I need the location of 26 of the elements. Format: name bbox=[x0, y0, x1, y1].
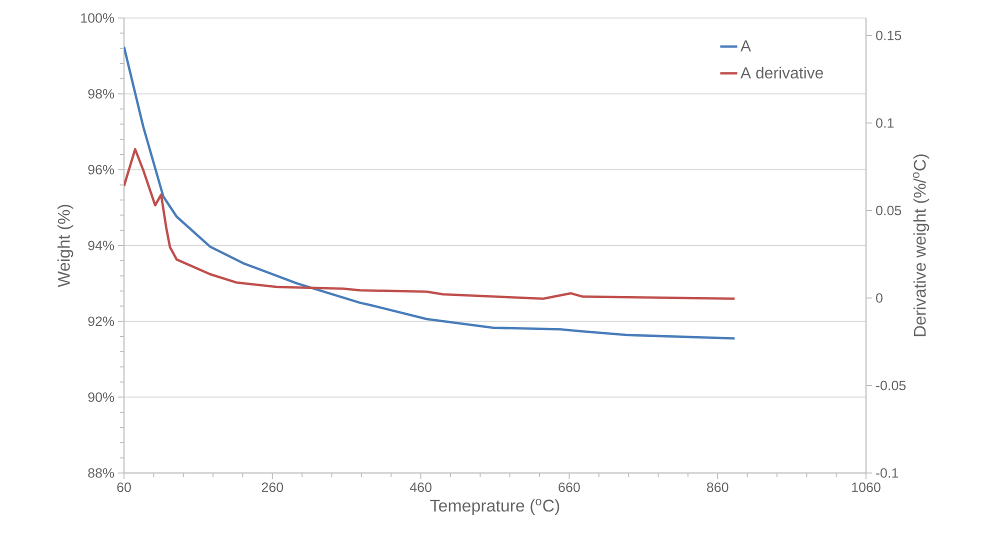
legend-label: A bbox=[740, 40, 752, 52]
x-tick-label: 460 bbox=[410, 482, 432, 492]
line-series bbox=[124, 148, 736, 300]
x-tick-label: 660 bbox=[558, 482, 580, 492]
x-tick-label: 60 bbox=[117, 482, 131, 492]
y2-tick-label: -0.1 bbox=[876, 468, 898, 478]
line-series bbox=[124, 46, 736, 340]
y2-tick-label: 0 bbox=[876, 293, 882, 303]
y-tick-label: 100% bbox=[81, 13, 114, 23]
x-tick-label: 260 bbox=[262, 482, 284, 492]
x-tick-label: 1060 bbox=[852, 482, 880, 492]
y-tick-label: 88% bbox=[88, 468, 114, 478]
y-tick-label: 94% bbox=[88, 240, 114, 250]
y-tick-label: 98% bbox=[88, 89, 114, 99]
y2-tick-label: 0.1 bbox=[876, 118, 894, 128]
y-tick-label: 96% bbox=[88, 164, 114, 174]
y2-axis-title: Derivative weight (%/$^{o}$C) bbox=[913, 154, 930, 336]
legend-label: A derivative bbox=[740, 66, 823, 79]
x-tick-label: 860 bbox=[706, 482, 728, 492]
y-tick-label: 92% bbox=[88, 316, 114, 326]
y2-tick-label: -0.05 bbox=[876, 380, 906, 390]
y-tick-label: 90% bbox=[88, 392, 114, 402]
y2-tick-label: 0.15 bbox=[876, 30, 902, 40]
y-axis-title: Weight (%) bbox=[57, 204, 74, 288]
y2-tick-label: 0.05 bbox=[876, 206, 902, 216]
x-axis-title: Temeprature ($^{o}$C) bbox=[430, 498, 560, 516]
